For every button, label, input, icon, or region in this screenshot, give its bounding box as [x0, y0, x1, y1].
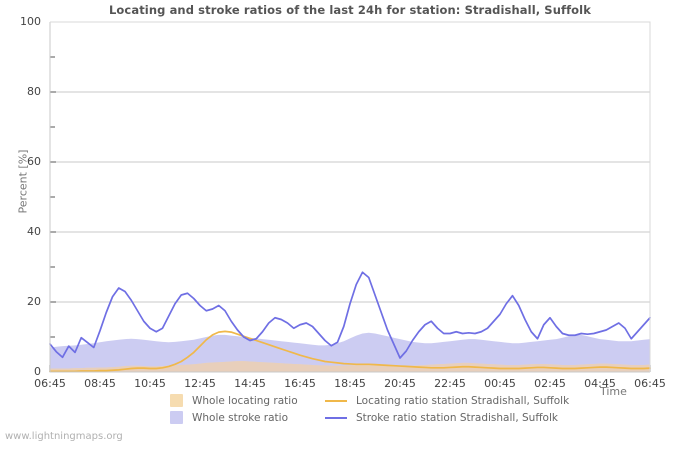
x-tick-label: 20:45: [384, 377, 416, 390]
x-tick-label: 10:45: [134, 377, 166, 390]
x-tick-label: 18:45: [334, 377, 366, 390]
y-tick-label: 60: [27, 155, 41, 168]
x-tick-label: 12:45: [184, 377, 216, 390]
legend-row: Whole locating ratio Locating ratio stat…: [170, 392, 670, 409]
chart-legend: Whole locating ratio Locating ratio stat…: [170, 392, 670, 426]
legend-line-icon: [325, 416, 347, 419]
series-layer: [49, 271, 651, 373]
x-tick-label: 06:45: [34, 377, 66, 390]
legend-label: Locating ratio station Stradishall, Suff…: [356, 394, 570, 407]
line-stroke-ratio-station-stradishall-suffolk: [49, 271, 651, 359]
legend-swatch-icon: [170, 411, 183, 424]
legend-line-icon: [325, 399, 347, 402]
x-tick-label: 14:45: [234, 377, 266, 390]
y-tick-label: 100: [20, 15, 41, 28]
x-axis-label: Time: [600, 385, 627, 398]
area-whole-stroke-ratio: [50, 332, 650, 372]
y-axis-label: Percent [%]: [16, 149, 30, 214]
legend-label: Whole stroke ratio: [192, 411, 288, 424]
chart-title: Locating and stroke ratios of the last 2…: [109, 3, 591, 17]
y-tick-label: 20: [27, 295, 41, 308]
watermark: www.lightningmaps.org: [5, 431, 123, 442]
y-tick-label: 40: [27, 225, 41, 238]
legend-item-whole-locating-ratio[interactable]: Whole locating ratio: [170, 394, 325, 407]
x-tick-label: 06:45: [634, 377, 666, 390]
plot-frame: [49, 21, 651, 373]
x-tick-label: 02:45: [534, 377, 566, 390]
legend-label: Whole locating ratio: [192, 394, 298, 407]
x-tick-label: 22:45: [434, 377, 466, 390]
gridlines: [50, 21, 650, 303]
legend-item-stroke-ratio-station[interactable]: Stroke ratio station Stradishall, Suffol…: [325, 412, 558, 424]
legend-label: Stroke ratio station Stradishall, Suffol…: [356, 411, 558, 424]
x-tick-label: 16:45: [284, 377, 316, 390]
x-tick-label: 08:45: [84, 377, 116, 390]
line-locating-ratio-station-stradishall-suffolk: [49, 330, 651, 373]
legend-row: Whole stroke ratio Stroke ratio station …: [170, 409, 670, 426]
y-tick-label: 80: [27, 85, 41, 98]
x-tick-label: 04:45: [584, 377, 616, 390]
x-tick-label: 00:45: [484, 377, 516, 390]
legend-swatch-icon: [170, 394, 183, 407]
legend-item-whole-stroke-ratio[interactable]: Whole stroke ratio: [170, 411, 325, 424]
legend-item-locating-ratio-station[interactable]: Locating ratio station Stradishall, Suff…: [325, 395, 569, 407]
axis-ticks: [49, 21, 651, 373]
y-tick-label: 0: [34, 365, 41, 378]
